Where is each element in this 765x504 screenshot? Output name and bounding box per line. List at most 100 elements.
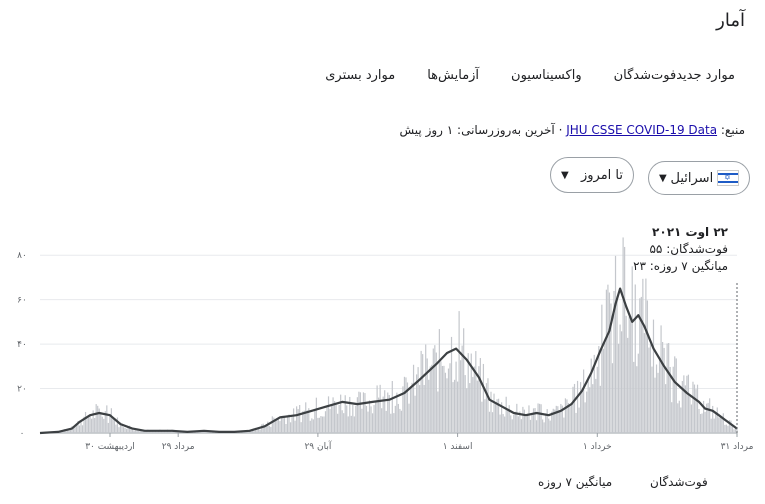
- daily-bar: [733, 429, 735, 433]
- daily-bar: [253, 430, 255, 433]
- daily-bar: [523, 409, 526, 433]
- tab-tests[interactable]: آزمایش‌ها: [427, 68, 480, 83]
- daily-bar: [110, 408, 112, 433]
- tab-hospitalized[interactable]: موارد بستری: [325, 68, 396, 83]
- daily-bar: [557, 406, 559, 433]
- daily-bar: [327, 396, 330, 433]
- tab-deaths[interactable]: فوت‌شدگان: [613, 68, 677, 83]
- daily-bar: [280, 416, 283, 433]
- daily-bar: [684, 385, 686, 433]
- daily-bar: [731, 426, 734, 433]
- daily-bar: [402, 386, 404, 433]
- daily-bar: [686, 375, 688, 433]
- daily-bar: [358, 391, 360, 433]
- daily-bar: [624, 246, 626, 433]
- daily-bar: [590, 358, 592, 433]
- period-selector[interactable]: تا امروز ▼: [550, 157, 634, 193]
- daily-bar: [478, 366, 480, 433]
- daily-bar: [103, 418, 105, 433]
- daily-bar: [359, 392, 362, 433]
- daily-bar: [337, 413, 339, 433]
- daily-bar: [447, 368, 450, 433]
- daily-bar: [288, 414, 290, 433]
- daily-bar: [162, 431, 164, 433]
- daily-bar: [674, 356, 676, 433]
- tab-new-cases[interactable]: موارد جدید: [676, 68, 735, 83]
- daily-bar: [271, 416, 273, 433]
- daily-bar: [68, 430, 70, 433]
- daily-bar: [356, 397, 358, 433]
- daily-bar: [368, 400, 371, 433]
- daily-bar: [341, 410, 343, 433]
- y-tick-label: ۶۰: [17, 296, 27, 306]
- daily-bar: [251, 429, 254, 433]
- daily-bar: [86, 418, 88, 433]
- source-link[interactable]: JHU CSSE COVID-19 Data: [566, 123, 718, 137]
- daily-bar: [505, 396, 507, 433]
- daily-bar: [517, 416, 519, 433]
- daily-bar: [522, 406, 524, 433]
- daily-bar: [558, 410, 560, 433]
- daily-bar: [725, 424, 727, 433]
- daily-bar: [116, 417, 119, 433]
- daily-bar: [710, 418, 712, 433]
- daily-bar: [125, 428, 128, 433]
- daily-bar: [464, 375, 466, 433]
- daily-bar: [628, 316, 630, 433]
- daily-bar: [130, 428, 132, 433]
- daily-bar: [77, 420, 79, 433]
- daily-bar: [654, 377, 656, 433]
- daily-bar: [100, 412, 102, 433]
- daily-bar: [277, 418, 280, 433]
- daily-bar: [299, 405, 301, 433]
- daily-bar: [396, 392, 398, 433]
- daily-bar: [98, 408, 100, 433]
- tab-vaccination[interactable]: واکسیناسیون: [511, 68, 582, 83]
- y-tick-label: ۲۰: [17, 385, 27, 395]
- daily-bar: [611, 363, 614, 433]
- daily-bar: [583, 369, 585, 433]
- x-tick-label: اردیبهشت ۳۰: [85, 442, 135, 452]
- daily-bar: [347, 416, 349, 433]
- daily-bar: [323, 416, 325, 433]
- daily-bar: [247, 431, 249, 433]
- daily-bar: [625, 315, 627, 433]
- daily-bar: [655, 364, 658, 433]
- daily-bar: [303, 410, 305, 433]
- daily-bar: [256, 428, 258, 433]
- daily-bar: [704, 411, 706, 433]
- daily-bar: [379, 384, 381, 433]
- daily-bar: [312, 419, 314, 433]
- daily-bar: [268, 425, 270, 433]
- daily-bar: [649, 344, 652, 433]
- daily-bar: [519, 411, 521, 433]
- daily-bar: [411, 382, 413, 433]
- daily-bar: [264, 426, 266, 433]
- daily-bar: [681, 381, 683, 433]
- daily-bar: [344, 395, 346, 433]
- daily-bar: [449, 363, 451, 433]
- country-selector[interactable]: ✡ اسرائیل ▼: [648, 161, 750, 195]
- daily-bar: [92, 410, 94, 433]
- daily-bar: [630, 316, 632, 433]
- daily-bar: [491, 412, 494, 433]
- daily-bar: [706, 403, 708, 433]
- daily-bar: [466, 388, 468, 433]
- daily-bar: [693, 384, 696, 433]
- daily-bar: [371, 413, 374, 433]
- daily-bar: [273, 417, 275, 433]
- chevron-down-icon: ▼: [659, 172, 667, 184]
- daily-bar: [350, 415, 352, 433]
- daily-bar: [724, 424, 726, 433]
- daily-bar: [315, 397, 317, 433]
- daily-bar: [605, 289, 608, 433]
- daily-bar: [545, 413, 547, 433]
- daily-bar: [687, 374, 690, 433]
- daily-bar: [66, 429, 68, 433]
- daily-bar: [83, 416, 85, 433]
- daily-bar: [124, 427, 126, 433]
- daily-bar: [690, 404, 693, 433]
- daily-bar: [715, 412, 717, 433]
- daily-bar: [709, 398, 711, 433]
- daily-bar: [361, 408, 363, 433]
